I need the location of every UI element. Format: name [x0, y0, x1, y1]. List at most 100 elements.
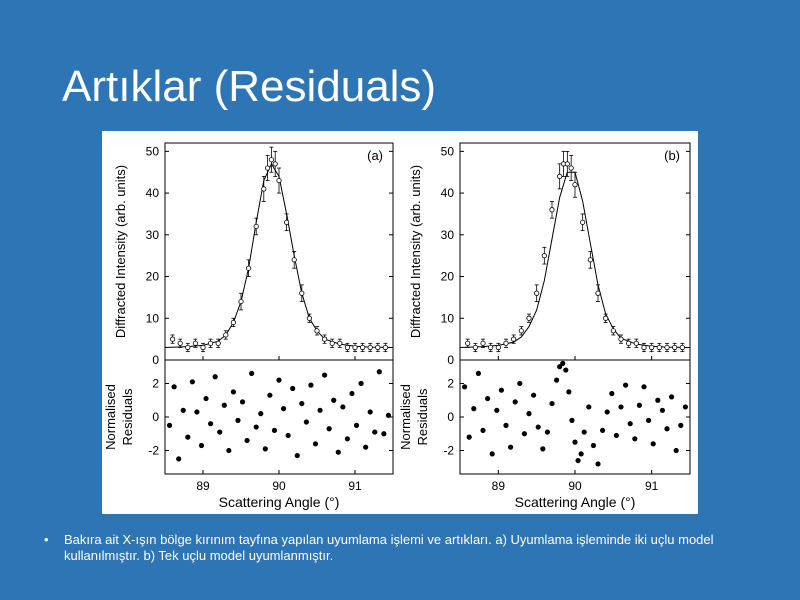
- residual-point: [235, 417, 241, 423]
- panel-a: 0 10 20 30 40 50 -2 0 2 89 90 91 (a) Diffracted Inten…: [103, 142, 394, 510]
- residual-point: [217, 429, 223, 435]
- bullet-dot: •: [44, 532, 49, 547]
- residual-frame: [459, 359, 691, 475]
- data-point: [518, 328, 524, 334]
- residual-point: [682, 404, 689, 410]
- panel-label: (b): [664, 148, 680, 163]
- residual-point: [335, 449, 341, 455]
- data-point: [382, 344, 388, 351]
- residual-point: [326, 426, 332, 432]
- x-tick-label: 90: [568, 479, 582, 493]
- residual-point: [466, 434, 472, 440]
- y-tick-label: 30: [441, 228, 455, 242]
- data-point: [344, 344, 350, 351]
- residual-point: [560, 360, 566, 366]
- residual-point: [290, 385, 296, 392]
- residual-point: [655, 397, 661, 403]
- residual-point: [544, 429, 550, 435]
- data-point: [170, 336, 176, 342]
- residual-point: [521, 431, 527, 437]
- residual-point: [498, 387, 504, 393]
- residual-point: [239, 399, 246, 405]
- residual-point: [586, 404, 592, 410]
- data-point: [352, 344, 358, 351]
- data-point: [603, 315, 609, 321]
- data-point: [472, 344, 478, 351]
- data-point: [488, 344, 494, 351]
- data-point: [223, 332, 229, 338]
- residual-point: [221, 402, 227, 408]
- data-point: [541, 253, 547, 259]
- data-point: [367, 344, 373, 351]
- y-tick-label: 2: [447, 376, 454, 390]
- y-tick-label: 2: [152, 376, 159, 390]
- data-point: [564, 161, 570, 167]
- residual-point: [526, 411, 532, 417]
- data-point: [503, 340, 509, 346]
- residual-point: [572, 439, 578, 445]
- y-tick-label: 40: [441, 186, 455, 200]
- data-point: [672, 344, 678, 351]
- residual-point: [340, 404, 346, 410]
- residual-point: [299, 400, 305, 407]
- residual-point: [249, 370, 255, 377]
- data-point: [185, 344, 191, 351]
- residual-point: [669, 394, 675, 400]
- residual-point: [581, 429, 587, 435]
- data-point: [192, 340, 199, 346]
- residual-point: [180, 407, 186, 413]
- data-point: [375, 344, 381, 351]
- residual-point: [557, 364, 563, 370]
- residual-point: [462, 384, 468, 390]
- residual-point: [322, 372, 328, 378]
- y-tick-label: 0: [152, 410, 159, 424]
- residual-point: [659, 407, 666, 413]
- residual-point: [673, 447, 679, 454]
- residual-point: [604, 409, 610, 415]
- residual-point: [376, 369, 382, 375]
- data-point: [610, 328, 616, 334]
- y-tick-label: 20: [146, 270, 160, 284]
- residual-point: [367, 409, 373, 415]
- residual-point: [641, 384, 647, 390]
- residual-point: [471, 406, 477, 412]
- residual-point: [512, 399, 518, 405]
- residual-point: [566, 389, 572, 395]
- data-point: [306, 315, 312, 321]
- residual-point: [650, 441, 656, 447]
- figure-panel: 0 10 20 30 40 50 -2 0 2 89 90 91 (a) Diffracted Inten…: [102, 131, 698, 514]
- data-point: [587, 257, 593, 263]
- residual-point: [262, 446, 268, 452]
- data-point: [230, 319, 236, 326]
- y-tick-label: 50: [146, 144, 160, 158]
- residual-point: [494, 407, 500, 413]
- residual-point: [563, 367, 569, 373]
- data-point: [337, 340, 343, 346]
- residual-point: [353, 422, 360, 428]
- residual-point: [489, 451, 495, 457]
- intensity-y-label: Diffracted Intensity (arb. units): [408, 165, 423, 338]
- data-point: [679, 344, 685, 351]
- y-tick-label: 10: [441, 311, 455, 325]
- residual-point: [595, 461, 601, 467]
- residual-frame: [164, 359, 394, 475]
- data-point: [495, 344, 501, 351]
- x-axis-title: Scattering Angle (°): [219, 494, 340, 510]
- residual-point: [253, 424, 259, 430]
- y-tick-label: 0: [447, 410, 454, 424]
- residual-point: [503, 422, 509, 428]
- data-point: [633, 340, 639, 346]
- panel-label: (a): [367, 148, 383, 163]
- residual-point: [271, 427, 278, 434]
- residual-point: [480, 427, 486, 434]
- residual-point: [258, 411, 264, 417]
- residual-point: [381, 431, 387, 437]
- residual-point: [280, 406, 287, 412]
- residual-point: [344, 436, 350, 442]
- residual-point: [285, 432, 291, 439]
- data-point: [261, 186, 267, 192]
- residual-point: [317, 407, 323, 413]
- data-point: [238, 298, 244, 305]
- y-tick-label: 0: [447, 353, 454, 367]
